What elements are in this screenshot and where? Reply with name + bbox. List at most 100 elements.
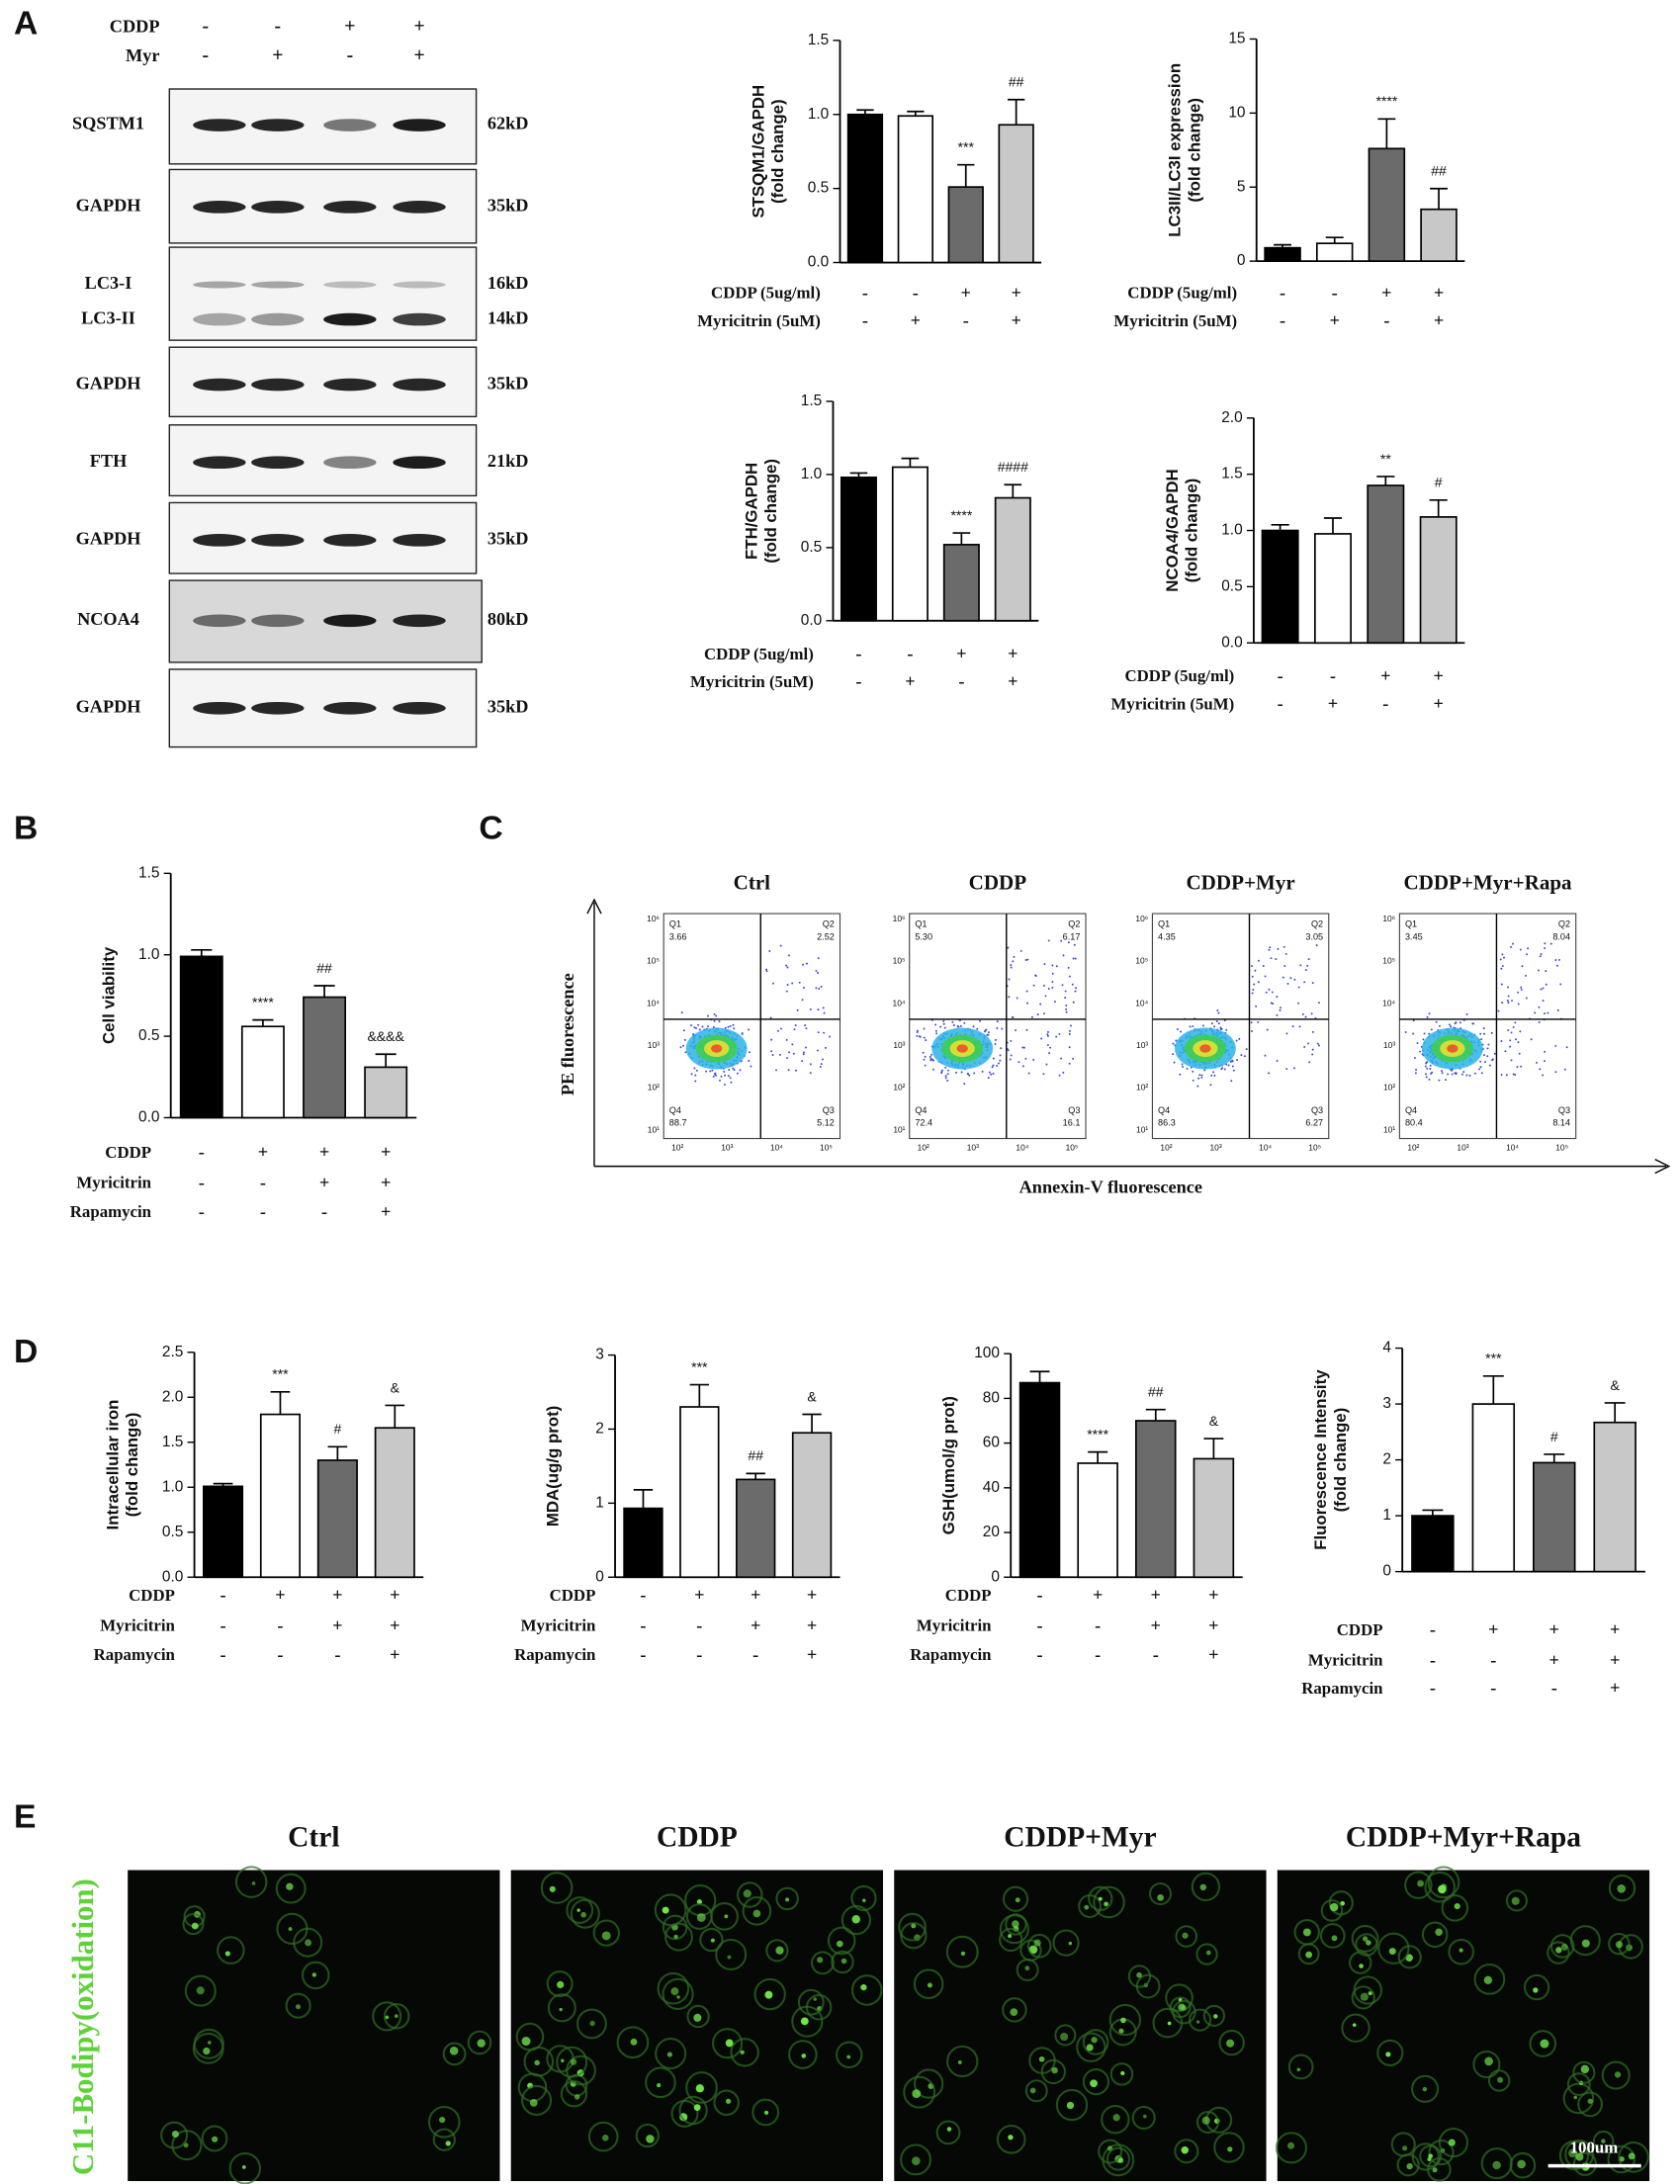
cell	[1148, 1881, 1173, 1906]
flow-tick-label: 10²	[893, 1083, 905, 1092]
flow-event	[823, 1011, 826, 1014]
flow-event	[1012, 960, 1015, 963]
condition-sign: -	[1278, 694, 1283, 714]
bar	[998, 124, 1034, 264]
condition-sign: +	[390, 1644, 399, 1664]
flow-event	[1482, 1032, 1485, 1035]
flow-event	[1243, 1055, 1246, 1058]
y-axis-label: (fold change)	[1183, 479, 1201, 583]
flow-event	[1268, 988, 1271, 991]
flow-event	[1413, 1057, 1416, 1060]
lipid-spot	[860, 1983, 867, 1991]
flow-event	[802, 1051, 805, 1054]
flow-event	[1430, 1072, 1433, 1075]
lipid-spot	[1352, 2023, 1357, 2028]
flow-event	[736, 1072, 739, 1075]
cell	[1040, 2058, 1066, 2085]
lipid-spot	[1201, 2116, 1210, 2125]
condition-sign: -	[334, 1644, 340, 1664]
flow-event	[1182, 1065, 1185, 1068]
size-label: 80kD	[487, 609, 529, 629]
flow-event	[1282, 976, 1284, 979]
flow-event	[1042, 1073, 1045, 1076]
cell	[1351, 1924, 1379, 1953]
lipid-spot	[693, 2104, 701, 2112]
flow-event	[1510, 945, 1513, 948]
flow-event	[956, 1025, 959, 1028]
lipid-spot	[1492, 2160, 1501, 2170]
lipid-spot	[1533, 1987, 1539, 1993]
flow-event	[1217, 1022, 1220, 1025]
flow-event	[1219, 1026, 1222, 1029]
cell	[566, 1896, 594, 1924]
flow-event	[1270, 957, 1273, 960]
treatment-sign: -	[203, 16, 210, 38]
flow-event	[1544, 946, 1547, 949]
cell	[730, 2038, 759, 2067]
y-tick-label: 100	[974, 1345, 1000, 1361]
flow-event	[1197, 1077, 1200, 1080]
cell	[678, 2095, 708, 2126]
flow-event	[809, 1007, 812, 1010]
lipid-spot	[911, 1923, 917, 1929]
condition-sign: +	[1488, 1619, 1498, 1639]
flow-event	[732, 1067, 735, 1070]
y-axis-label: (fold change)	[1185, 98, 1203, 203]
y-axis-label: STSQM1/GAPDH	[750, 85, 768, 218]
y-tick-label: 40	[983, 1479, 1000, 1496]
flow-event	[1454, 1072, 1457, 1075]
bar	[203, 1485, 244, 1579]
quadrant-value: 16.1	[1063, 1117, 1081, 1127]
condition-sign: +	[1610, 1650, 1620, 1670]
error-bar	[633, 1489, 654, 1509]
lipid-spot	[695, 2084, 704, 2093]
lipid-spot	[1385, 2052, 1391, 2057]
flow-event	[1450, 1025, 1453, 1028]
flow-event	[791, 982, 794, 985]
quadrant-name: Q2	[823, 919, 835, 929]
flow-title: CDDP+Myr	[1186, 870, 1294, 894]
cell	[1093, 1885, 1125, 1919]
flow-event	[934, 1029, 937, 1032]
flow-event	[804, 1024, 807, 1027]
flow-event	[1074, 957, 1077, 960]
lipid-spot	[1366, 1940, 1371, 1946]
condition-sign: +	[1433, 666, 1443, 686]
flow-event	[1538, 1005, 1541, 1008]
cell	[515, 2022, 545, 2052]
flow-event	[1073, 943, 1076, 946]
micrograph	[894, 1870, 1267, 2182]
panel-label: A	[14, 5, 38, 42]
flow-event	[820, 986, 823, 988]
flow-event	[805, 1046, 807, 1049]
blot-band	[323, 201, 377, 214]
lipid-spot	[1112, 2114, 1120, 2122]
flow-event	[1509, 1039, 1512, 1042]
lipid-spot	[241, 2165, 246, 2169]
flow-event	[1539, 1068, 1542, 1071]
flow-event	[999, 1059, 1002, 1062]
flow-event	[1479, 1066, 1482, 1069]
y-tick-label: 2.5	[162, 1344, 183, 1360]
flow-tick-label: 10³	[1457, 1143, 1468, 1153]
flow-event	[729, 1077, 732, 1080]
lipid-spot	[785, 1897, 790, 1902]
y-tick-label: 1.0	[1221, 522, 1242, 539]
flow-event	[1176, 1028, 1179, 1030]
bar	[259, 1413, 301, 1579]
treatment-label: Myr	[126, 45, 159, 65]
protein-label: GAPDH	[76, 529, 141, 549]
cell	[662, 1977, 694, 2010]
flow-event	[1068, 1046, 1071, 1049]
flow-event	[1064, 990, 1067, 993]
cell	[372, 2001, 402, 2032]
lipid-spot	[862, 1898, 866, 1902]
flow-event	[802, 987, 805, 990]
significance-label: #	[333, 1421, 341, 1437]
blot-band	[393, 614, 446, 628]
cell	[1341, 2013, 1371, 2043]
condition-sign: -	[855, 671, 861, 691]
flow-event	[1060, 1057, 1063, 1060]
condition-sign: -	[260, 1173, 266, 1192]
flow-event	[1068, 1062, 1071, 1065]
